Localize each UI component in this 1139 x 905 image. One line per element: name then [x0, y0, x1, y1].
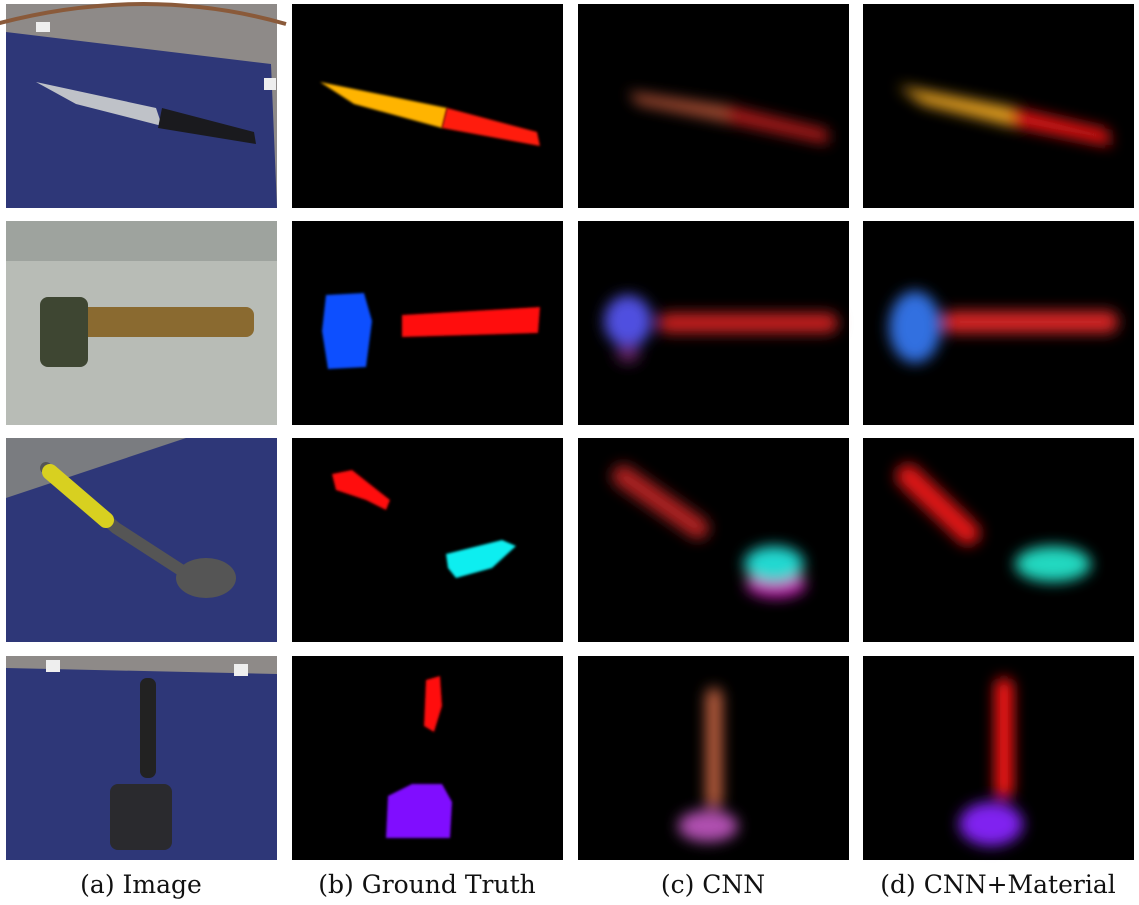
caption: (c) CNN: [661, 870, 765, 899]
cnn-cell: [578, 221, 849, 425]
ground-truth-cell: [292, 656, 563, 860]
ground-truth-cell: [292, 221, 563, 425]
cnn-cell: [578, 4, 849, 208]
cnn-material-cell: [863, 656, 1134, 860]
cnn-cell: [578, 438, 849, 642]
image-cell: [0, 4, 286, 208]
image-cell: [6, 656, 277, 860]
image-cell: [6, 221, 277, 425]
ground-truth-cell: [292, 4, 563, 208]
page: (a) Image (b) Ground Truth (c) CNN (d) C…: [0, 0, 1139, 905]
image-cell: [6, 438, 277, 642]
caption: (a) Image: [80, 870, 202, 899]
cnn-material-cell: [863, 221, 1134, 425]
cnn-cell: [578, 656, 849, 860]
cnn-material-cell: [863, 4, 1134, 208]
caption: (d) CNN+Material: [880, 870, 1115, 899]
ground-truth-cell: [292, 438, 563, 642]
caption: (b) Ground Truth: [318, 870, 535, 899]
figure: (a) Image (b) Ground Truth (c) CNN (d) C…: [0, 0, 1139, 905]
cnn-material-cell: [863, 438, 1134, 642]
